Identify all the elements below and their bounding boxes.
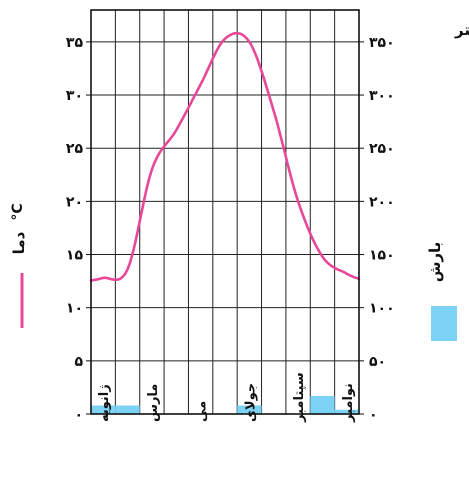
temperature-legend: دما °C [10,203,28,328]
precipitation-bar [334,409,359,414]
precipitation-bar [237,405,262,414]
month-label: می [195,401,210,422]
left-axis-tick-label: ۱۰ [66,301,83,317]
left-axis-tick-label: ۵ [74,354,83,370]
right-axis-tick-label: ۳۰۰ [369,88,395,104]
left-axis-tick-label: ۰ [74,407,83,423]
right-axis-tick-label: ۳۵۰ [369,35,395,51]
month-label: مارس [146,384,161,422]
month-label-group: جولای [243,383,258,422]
left-axis-tick-label: ۳۰ [66,88,83,104]
precipitation-legend: بارش [426,242,457,341]
left-axis-ticks: ۰ ۵ ۱۰ ۱۵ ۲۰ ۲۵ ۳۰ ۳۵ [66,35,91,423]
month-label-group: سپتامبر [292,372,307,423]
temperature-unit: °C [10,203,26,220]
left-axis-tick-label: ۲۰ [66,194,83,210]
left-axis-tick-label: ۱۵ [66,248,84,264]
precipitation-bars [91,395,359,414]
month-label-group: نوامبر [341,383,356,423]
left-axis-tick-label: ۲۵ [66,141,84,157]
temperature-points [103,38,347,279]
plot-border [90,9,360,415]
right-axis-tick-label: ۰ [369,407,378,423]
precipitation-bar [310,395,335,414]
precipitation-legend-swatch [431,306,457,341]
month-label: ژانویه [97,384,112,422]
plot-frame [90,9,360,415]
right-axis-tick-label: ۵۰ [369,354,386,370]
chart-grid [91,10,359,414]
right-axis-tick-label: ۲۵۰ [369,141,395,157]
month-label-group: ژانویه [97,384,112,422]
month-label: سپتامبر [292,372,307,423]
month-label: نوامبر [341,383,356,423]
left-axis-tick-label: ۳۵ [66,35,84,51]
precipitation-bar [91,405,116,414]
month-label-group: می [195,401,210,422]
precipitation-bar [115,405,140,414]
temperature-line [89,31,361,282]
month-label: جولای [243,383,258,422]
right-axis-title: میلی‌متر [454,21,469,39]
right-axis-ticks: ۰ ۵۰ ۱۰۰ ۱۵۰ ۲۰۰ ۲۵۰ ۳۰۰ ۳۵۰ [359,35,395,423]
right-axis-tick-label: ۱۵۰ [369,248,395,264]
temperature-legend-label: دما [10,231,28,254]
month-labels: ژانویه مارس می جولای سپتامبر نوامبر [97,372,356,423]
right-axis-tick-label: ۱۰۰ [369,301,395,317]
precipitation-legend-label: بارش [426,242,444,283]
month-label-group: مارس [146,384,161,422]
right-axis-tick-label: ۲۰۰ [369,194,395,210]
